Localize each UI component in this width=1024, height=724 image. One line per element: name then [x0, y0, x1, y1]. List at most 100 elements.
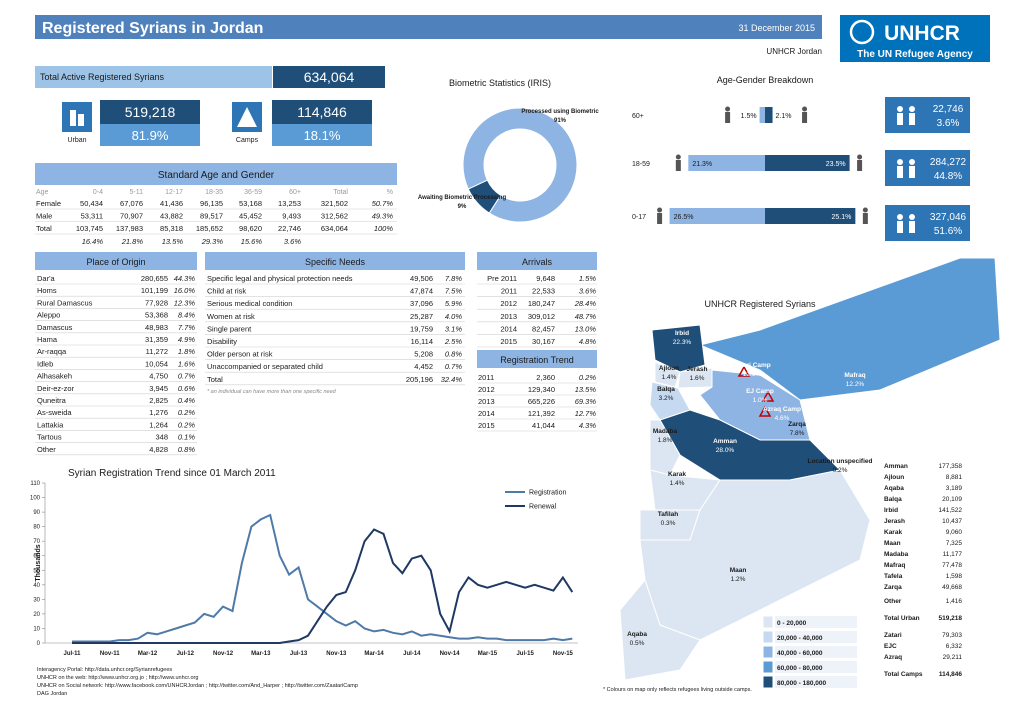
- map-label: EJ Camp: [746, 388, 774, 395]
- table-cell: 0.8%: [445, 350, 462, 359]
- line-series: [72, 513, 573, 643]
- map-title: UNHCR Registered Syrians: [704, 299, 816, 309]
- bar: [765, 208, 856, 224]
- table-cell: 16.4%: [82, 237, 104, 246]
- legend-box: [775, 676, 857, 688]
- legend-swatch: [762, 630, 774, 644]
- person-icon: [862, 213, 868, 224]
- map-region: [619, 578, 701, 681]
- table-cell: 0.6%: [178, 384, 195, 393]
- person-icon: [725, 106, 731, 112]
- x-tick-label: Mar-13: [251, 651, 271, 657]
- bar-label: 25.1%: [832, 214, 852, 221]
- person-icon: [862, 207, 868, 213]
- governorate-value: 519,218: [939, 615, 963, 622]
- map-percent: 12.2%: [846, 381, 865, 388]
- table-cell: 50,434: [80, 199, 103, 208]
- slice-label: Awaiting Biometric Processing: [418, 195, 507, 201]
- table-cell: 11,272: [146, 347, 168, 356]
- table-cell: 2011: [501, 287, 517, 296]
- y-tick-label: 50: [33, 568, 40, 574]
- logo-icon: [849, 19, 875, 45]
- table-cell: 13.0%: [575, 324, 597, 333]
- table-cell: Aleppo: [37, 311, 60, 320]
- map-label: Karak: [668, 471, 686, 478]
- column-header: Age: [36, 189, 49, 196]
- map-percent: 0.3%: [661, 520, 676, 527]
- map-label: Aqaba: [627, 631, 647, 638]
- icon: [909, 113, 915, 125]
- governorate-value: 141,522: [939, 507, 963, 514]
- y-tick-label: 110: [30, 481, 40, 487]
- table-cell: 22,533: [532, 287, 555, 296]
- column-header: Total: [333, 189, 348, 196]
- person-icon: [725, 112, 731, 123]
- page-title: Registered Syrians in Jordan: [42, 20, 263, 37]
- table-cell: 8.4%: [178, 311, 195, 320]
- map-percent: 1.8%: [658, 437, 673, 444]
- legend-label: 60,000 - 80,000: [777, 665, 823, 672]
- y-tick-label: 100: [30, 496, 41, 502]
- percent-box: [272, 124, 372, 146]
- map-percent: 4.6%: [775, 415, 790, 422]
- bar: [759, 107, 765, 123]
- footer-line: UNHCR on the web: http://www.unhcr.org.j…: [37, 675, 198, 681]
- person-icon: [675, 160, 681, 171]
- pie-slice: [462, 107, 578, 223]
- person-icon: [802, 106, 808, 112]
- governorate-name: Azraq: [884, 654, 902, 661]
- slice-label: Processed using Biometric: [521, 109, 599, 115]
- y-tick-label: 80: [33, 525, 40, 531]
- table-cell: Total: [207, 375, 223, 384]
- governorate-name: Irbid: [884, 507, 898, 514]
- bar: [688, 155, 765, 171]
- table-cell: 22,746: [278, 224, 301, 233]
- table-cell: 4.9%: [178, 335, 195, 344]
- governorate-value: 177,358: [939, 463, 963, 470]
- map-label: Mafraq: [844, 372, 865, 379]
- map-percent: 3.2%: [659, 395, 674, 402]
- map-percent: 0.5%: [630, 640, 645, 647]
- x-tick-label: Jul-15: [516, 651, 534, 657]
- category-label: 18-59: [632, 161, 650, 168]
- table-title: Arrivals: [522, 257, 553, 267]
- table-cell: 2,360: [536, 373, 555, 382]
- total-value-box: [273, 66, 385, 88]
- governorate-value: 6,332: [946, 643, 963, 650]
- x-tick-label: Nov-15: [553, 651, 574, 657]
- table-cell: 4.8%: [579, 337, 596, 346]
- table-title: Place of Origin: [86, 257, 145, 267]
- camp-marker: [761, 390, 775, 402]
- column-header: %: [387, 189, 393, 196]
- table-cell: 665,226: [528, 397, 555, 406]
- table-cell: Single parent: [207, 324, 252, 333]
- bar-label: 2.1%: [776, 113, 792, 120]
- legend-box: [775, 661, 857, 673]
- table-cell: 9,648: [536, 274, 555, 283]
- table-cell: Serious medical condition: [207, 299, 292, 308]
- table-cell: 2013: [478, 397, 495, 406]
- map-percent: 22.3%: [673, 339, 692, 346]
- governorate-name: Mafraq: [884, 562, 905, 569]
- table-cell: 77,928: [145, 298, 168, 307]
- summary-label: Urban: [67, 137, 86, 144]
- map-percent: 7.8%: [790, 430, 805, 437]
- table-cell: Unaccompanied or separated child: [207, 362, 323, 371]
- icon-box: [62, 102, 92, 132]
- governorate-name: EJC: [884, 643, 897, 650]
- table-cell: Child at risk: [207, 287, 246, 296]
- table-cell: Deir-ez-zor: [37, 384, 75, 393]
- y-tick-label: 40: [33, 583, 40, 589]
- legend-label: 0 - 20,000: [777, 620, 807, 627]
- table-cell: 96,135: [200, 199, 223, 208]
- map-percent: 1.4%: [670, 480, 685, 487]
- table-cell: 5,208: [414, 350, 433, 359]
- governorate-value: 1,598: [946, 573, 963, 580]
- footer-line: DAG Jordan: [37, 691, 67, 697]
- governorate-value: 11,177: [943, 551, 963, 558]
- axis-label: Thousands: [35, 544, 42, 581]
- x-tick-label: Nov-14: [440, 651, 461, 657]
- note: * an individual can have more than one s…: [207, 389, 337, 395]
- icon: [897, 113, 903, 125]
- table-cell: Pre 2011: [487, 274, 517, 283]
